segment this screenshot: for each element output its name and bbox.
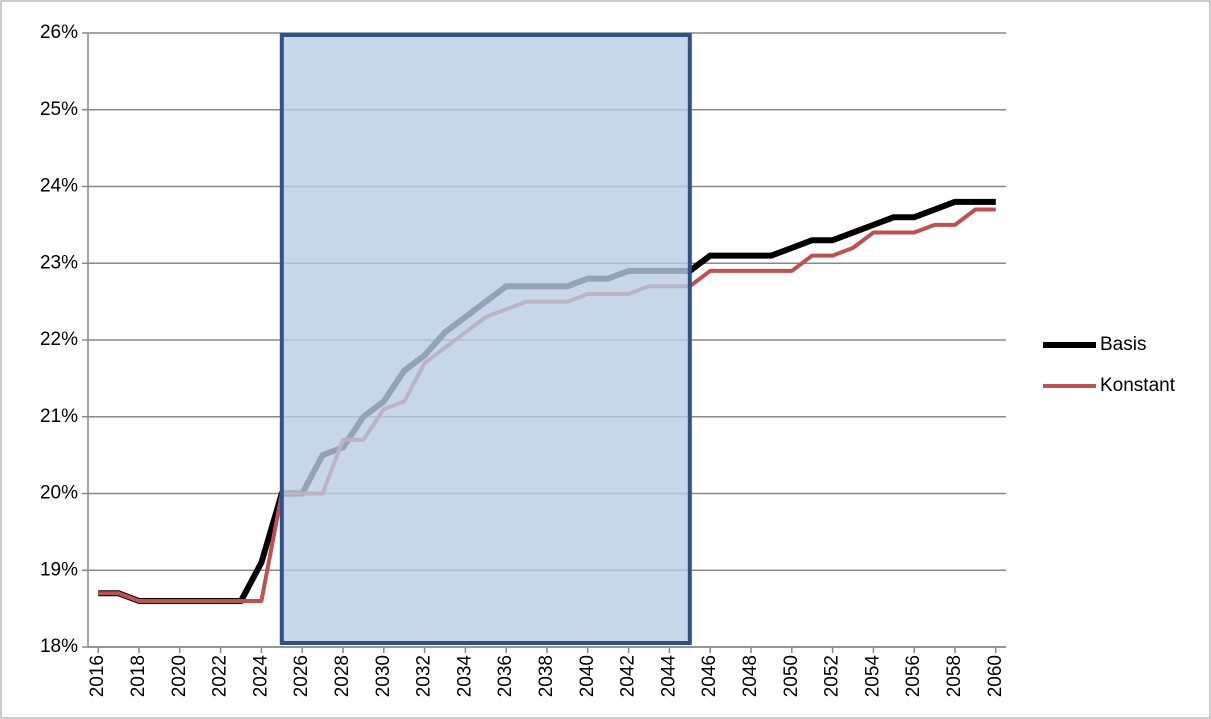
x-tick-label: 2036 <box>495 655 516 697</box>
x-tick-label: 2048 <box>740 655 761 697</box>
x-tick-label: 2038 <box>536 655 557 697</box>
x-tick-label: 2034 <box>454 655 475 698</box>
y-tick-label: 21% <box>40 406 78 427</box>
x-tick-label: 2060 <box>985 655 1006 697</box>
x-tick-label: 2050 <box>781 655 802 697</box>
x-tick-label: 2030 <box>373 655 394 697</box>
highlight-range <box>279 33 692 645</box>
x-tick-label: 2032 <box>414 655 435 697</box>
y-tick-label: 19% <box>40 559 78 580</box>
x-tick-label: 2016 <box>87 655 108 697</box>
y-tick-label: 22% <box>40 329 78 350</box>
x-tick-label: 2026 <box>291 655 312 697</box>
x-tick-label: 2056 <box>903 655 924 697</box>
x-tick-label: 2024 <box>250 655 271 698</box>
x-tick-label: 2022 <box>210 655 231 697</box>
y-tick-label: 18% <box>40 636 78 657</box>
x-tick-label: 2046 <box>699 655 720 697</box>
y-tick-label: 24% <box>40 176 78 197</box>
x-tick-label: 2018 <box>128 655 149 697</box>
x-tick-label: 2058 <box>944 655 965 697</box>
x-tick-label: 2054 <box>862 655 883 698</box>
x-tick-label: 2044 <box>658 655 679 698</box>
y-tick-label: 20% <box>40 483 78 504</box>
x-tick-label: 2020 <box>169 655 190 697</box>
legend-label: Konstant <box>1100 375 1176 396</box>
x-tick-label: 2042 <box>618 655 639 697</box>
y-tick-label: 25% <box>40 99 78 120</box>
legend-label: Basis <box>1100 334 1146 355</box>
y-tick-label: 26% <box>40 22 78 43</box>
x-tick-label: 2040 <box>577 655 598 697</box>
y-tick-label: 23% <box>40 252 78 273</box>
x-tick-label: 2052 <box>822 655 843 697</box>
x-tick-label: 2028 <box>332 655 353 697</box>
